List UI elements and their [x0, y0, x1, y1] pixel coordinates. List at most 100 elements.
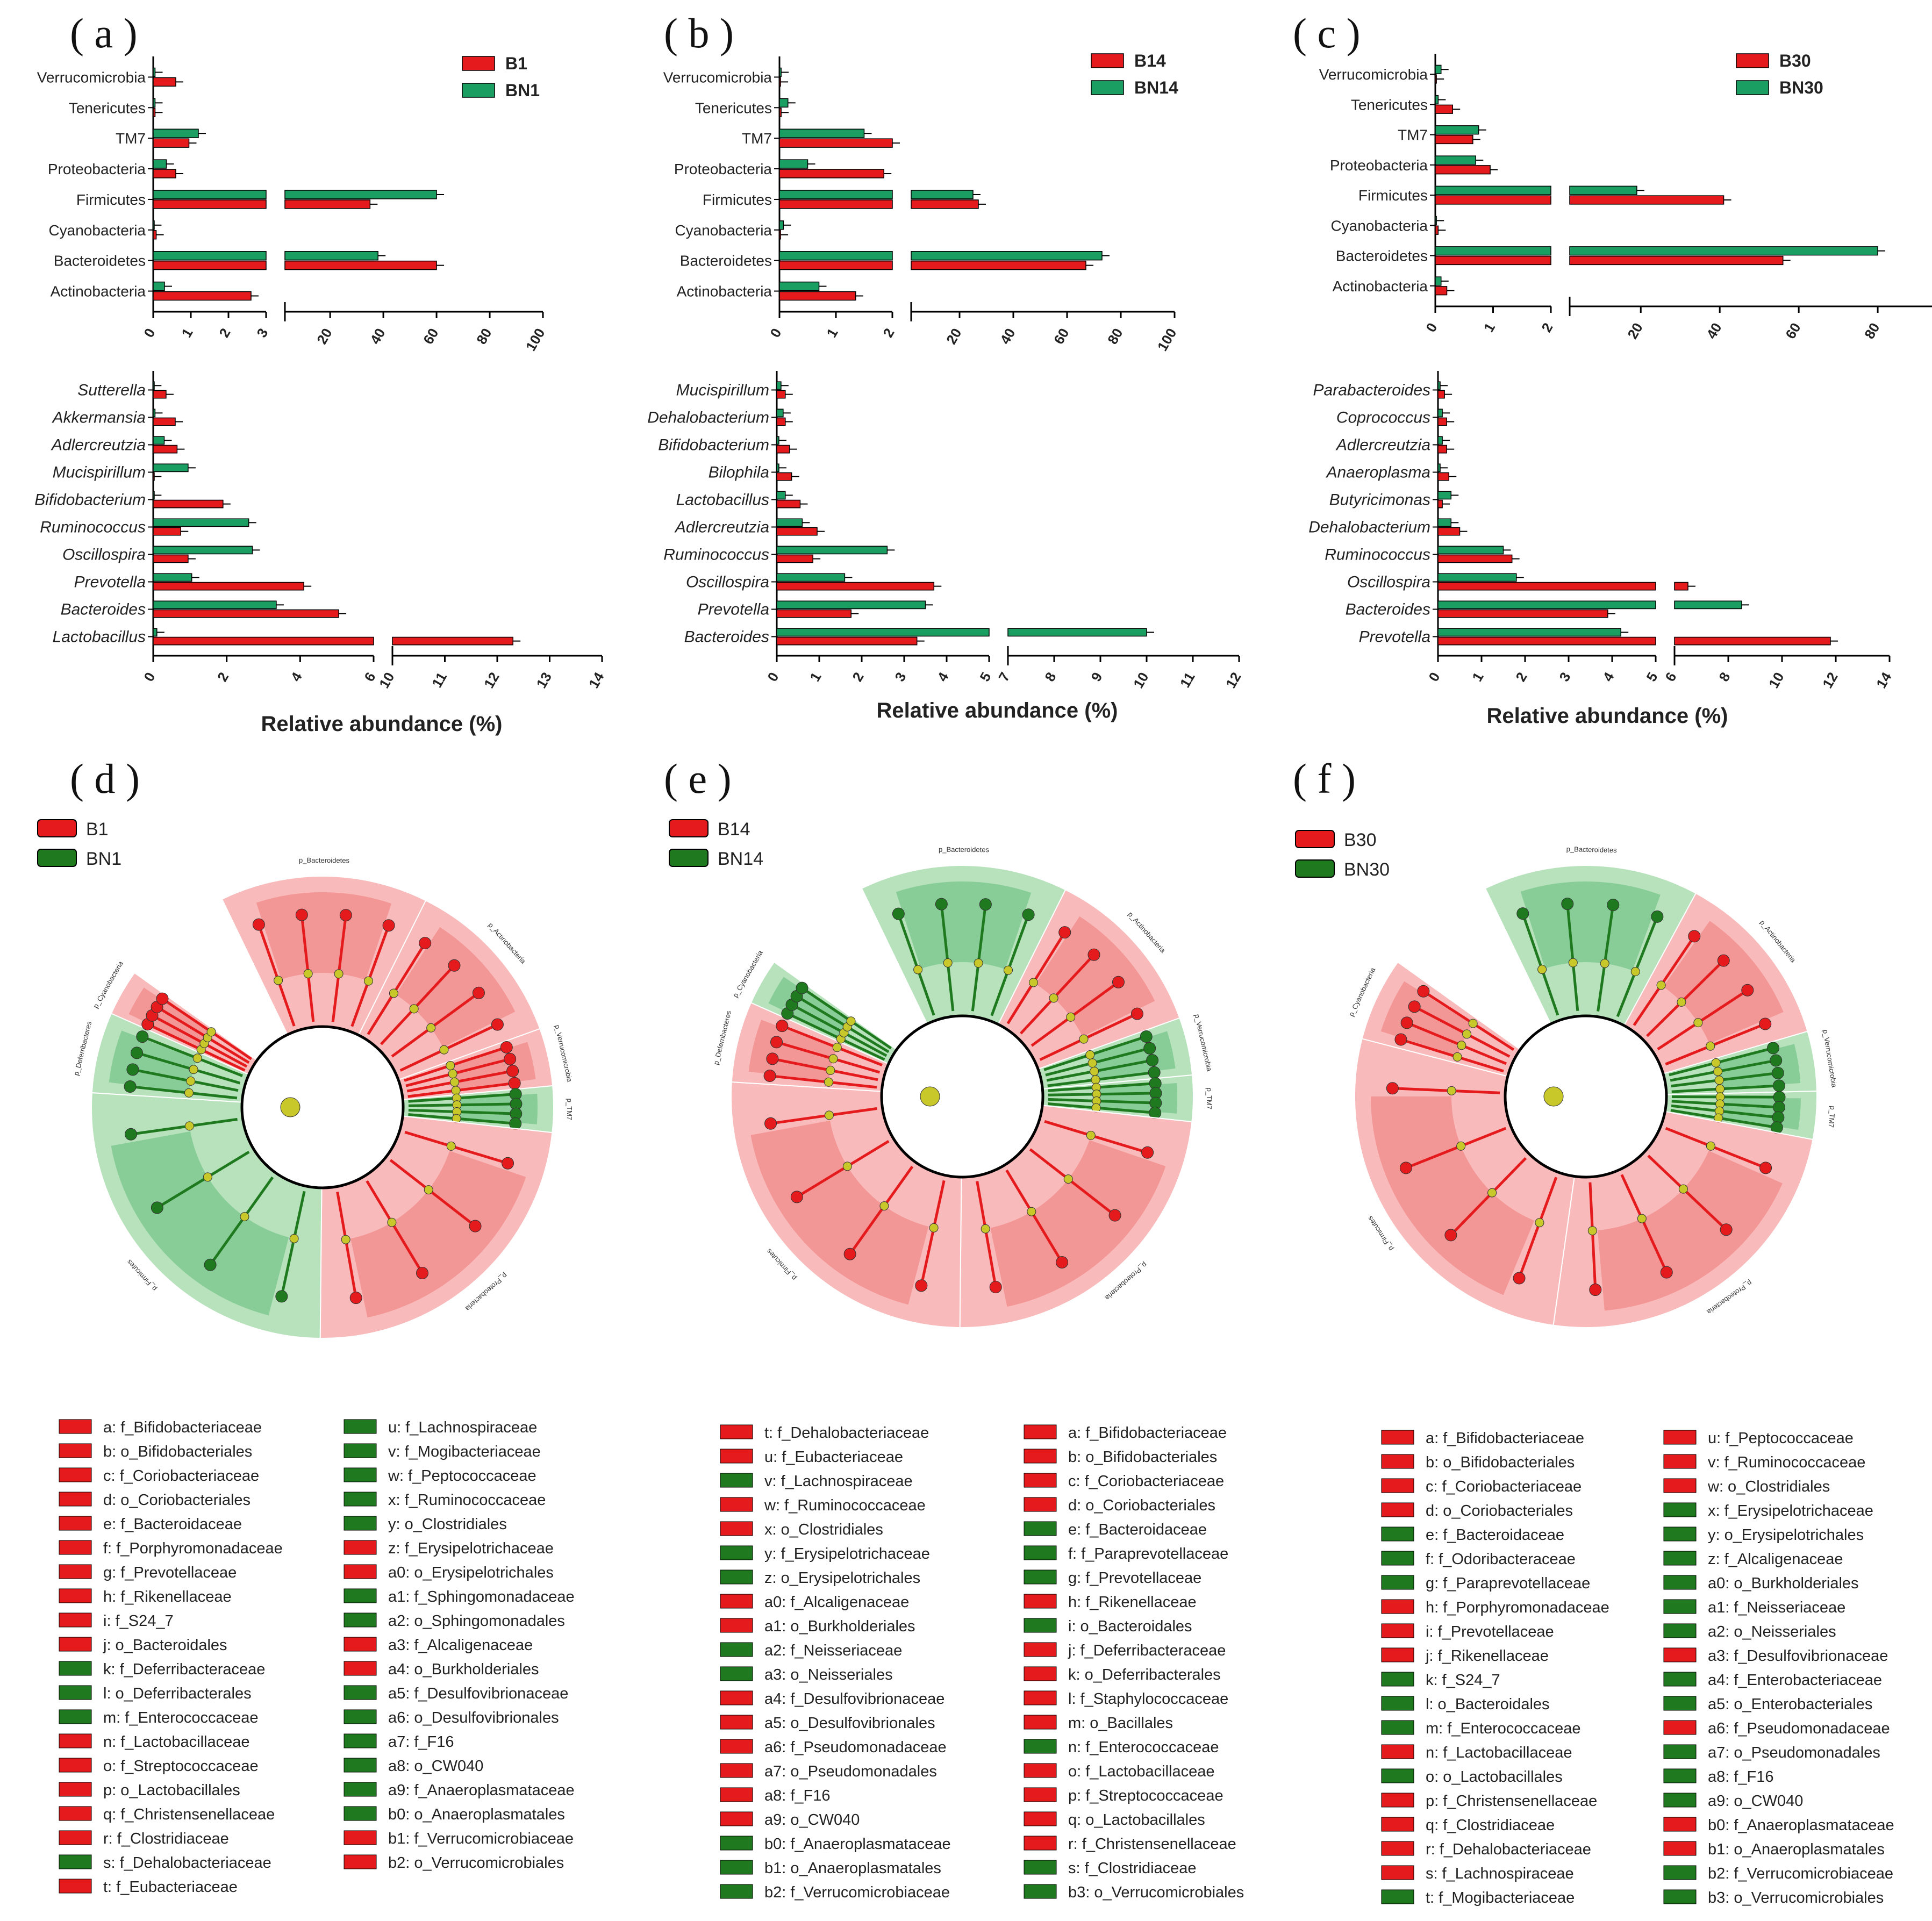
clade-key-swatch — [59, 1467, 92, 1482]
bar-B1 — [153, 527, 181, 536]
clade-key-label: a1: f_Sphingomonadaceae — [388, 1588, 575, 1605]
bar-B1 — [153, 169, 176, 178]
sector-label: p_Verrucomicrobia — [553, 1024, 574, 1083]
x-tick-label: 40 — [1703, 320, 1725, 342]
clade-branch — [389, 1159, 476, 1228]
panel-label-e: ( e ) — [664, 755, 732, 802]
bar-B30 — [1435, 225, 1439, 235]
x-tick-label: 0 — [767, 326, 784, 341]
clade-key-label: b: o_Bifidobacteriales — [1426, 1454, 1575, 1471]
clade-node-minor — [1085, 1050, 1095, 1060]
clade-branch — [257, 924, 296, 1027]
bar-B30 — [1569, 195, 1725, 205]
clade-node-minor — [1535, 1218, 1544, 1228]
clade-key-swatch — [720, 1521, 753, 1536]
x-tick-label: 2 — [214, 670, 232, 685]
clade-branch — [380, 964, 455, 1045]
bar-B1 — [153, 138, 190, 148]
clade-branch — [1045, 1046, 1150, 1077]
clade-key-swatch — [1663, 1744, 1697, 1759]
clade-key-swatch — [1381, 1841, 1414, 1856]
clade-key-swatch — [1663, 1889, 1697, 1904]
clade-branch — [1597, 905, 1615, 1012]
clade-key-label: j: o_Bacteroidales — [103, 1637, 227, 1654]
bar-B30 — [1437, 417, 1447, 426]
bar-B30 — [1437, 390, 1445, 399]
clade-key-label: q: f_Christensenellaceae — [103, 1806, 275, 1823]
clade-node-minor — [1715, 1084, 1725, 1094]
clade-node — [935, 898, 948, 911]
clade-branch — [404, 1130, 509, 1165]
x-tick-label: 20 — [313, 326, 335, 347]
clade-branch — [976, 1181, 997, 1288]
clade-node — [156, 992, 169, 1005]
clade-key-swatch — [59, 1516, 92, 1531]
clade-key-label: w: f_Peptococcaceae — [388, 1467, 536, 1485]
bar-BN14 — [779, 190, 893, 199]
category-label: Coprococcus — [1336, 409, 1430, 427]
clade-key-label: l: o_Bacteroidales — [1426, 1696, 1550, 1713]
clade-key-swatch — [1663, 1526, 1697, 1542]
clade-node-minor — [1600, 958, 1609, 968]
sector-label: p_Bacteroidetes — [299, 856, 350, 865]
x-tick-label: 60 — [1782, 320, 1804, 342]
bar-B14 — [776, 499, 801, 508]
bar-BN1 — [153, 436, 165, 445]
clade-key-label: a5: f_Desulfovibrionaceae — [388, 1685, 568, 1702]
clade-node-minor — [1656, 980, 1666, 990]
clade-branch — [1047, 1071, 1155, 1087]
clade-key-label: a0: o_Erysipelotrichales — [388, 1564, 554, 1581]
clade-key-swatch — [344, 1661, 377, 1676]
clade-branch — [1665, 1022, 1766, 1066]
clade-key-label: a3: o_Neisseriales — [764, 1666, 893, 1683]
x-tick-label: 20 — [943, 326, 964, 347]
panel-label-d: ( d ) — [70, 755, 140, 802]
clade-key-swatch — [1381, 1696, 1414, 1711]
clade-key-swatch — [1024, 1569, 1057, 1585]
clade-key-label: b1: f_Verrucomicrobiaceae — [388, 1830, 574, 1847]
clade-key-swatch — [59, 1782, 92, 1797]
bar-B14 — [779, 77, 781, 87]
clade-branch — [1400, 1038, 1504, 1073]
clade-key-swatch — [344, 1612, 377, 1628]
clade-node-minor — [824, 1077, 833, 1087]
bar-BN30 — [1435, 95, 1439, 105]
clade-key-swatch — [344, 1685, 377, 1700]
clade-key-swatch — [720, 1473, 753, 1488]
clade-key-label: a7: f_F16 — [388, 1733, 454, 1751]
category-label: Bacteroidetes — [680, 253, 772, 269]
x-tick-label: 40 — [367, 326, 388, 347]
clade-key-label: i: f_Prevotellaceae — [1426, 1623, 1554, 1640]
bar-B14 — [776, 445, 790, 454]
clade-branch — [141, 1035, 243, 1077]
clado-root-ring — [1504, 1014, 1668, 1179]
clade-node — [1399, 1162, 1412, 1174]
bar-BN1 — [153, 67, 156, 77]
clade-node — [1717, 954, 1730, 967]
clade-branch — [769, 1074, 877, 1089]
clade-key-label: s: f_Clostridiaceae — [1068, 1860, 1197, 1877]
clade-node — [382, 919, 395, 932]
x-tick-label: 1 — [806, 670, 824, 685]
x-tick-label: 7 — [995, 670, 1013, 685]
bar-BN30 — [1437, 491, 1452, 500]
bar-BN1 — [153, 628, 158, 637]
clade-node-minor — [424, 1185, 433, 1195]
clade-branch — [1006, 931, 1066, 1024]
clade-branch — [280, 1191, 306, 1297]
clade-key-label: t: f_Mogibacteriaceae — [1426, 1889, 1575, 1906]
clade-branch — [791, 1003, 888, 1057]
clade-node — [419, 937, 432, 950]
clade-key-label: x: f_Ruminococcaceae — [388, 1492, 546, 1509]
clade-node — [1513, 1272, 1526, 1285]
category-label: Oscillospira — [62, 546, 146, 564]
bar-B1 — [153, 636, 374, 646]
bar-BN1 — [153, 159, 167, 169]
bar-charts: 0 1 2 3 20 40 60 80 100VerrucomicrobiaTenericute… — [34, 51, 1932, 691]
clade-node-minor — [303, 969, 313, 978]
x-tick-label: 0 — [1422, 320, 1440, 335]
clade-branch — [770, 1107, 877, 1125]
clade-branch — [156, 1150, 250, 1209]
clade-key-swatch — [1381, 1744, 1414, 1759]
clade-key-label: g: f_Prevotellaceae — [1068, 1569, 1201, 1587]
